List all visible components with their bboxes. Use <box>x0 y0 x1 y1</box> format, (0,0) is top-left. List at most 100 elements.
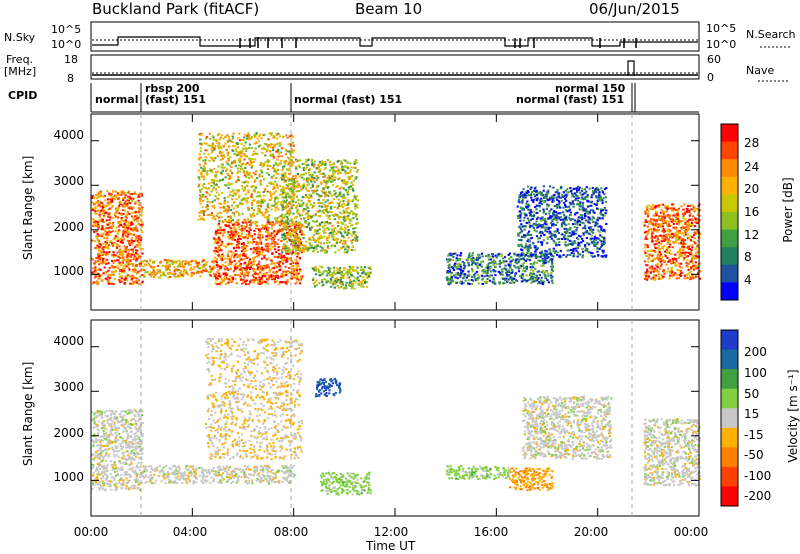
heatmap-cell <box>237 167 240 170</box>
heatmap-cell <box>487 258 491 261</box>
heatmap-cell <box>125 260 128 263</box>
heatmap-cell <box>233 266 237 269</box>
heatmap-cell <box>106 204 109 207</box>
heatmap-cell <box>550 269 553 272</box>
heatmap-cell <box>315 247 318 250</box>
heatmap-cell <box>318 209 321 212</box>
heatmap-cell <box>236 143 239 146</box>
heatmap-cell <box>139 263 142 266</box>
heatmap-cell <box>241 247 244 250</box>
heatmap-cell <box>256 279 259 281</box>
heatmap-cell <box>287 183 290 186</box>
heatmap-cell <box>524 194 527 197</box>
heatmap-cell <box>528 274 531 277</box>
heatmap-cell <box>260 277 263 280</box>
heatmap-cell <box>340 226 343 229</box>
heatmap-cell <box>241 269 244 272</box>
heatmap-cell <box>231 254 234 257</box>
heatmap-cell <box>132 206 135 209</box>
heatmap-cell <box>324 206 327 209</box>
heatmap-cell <box>127 266 130 269</box>
velocity-cb-tick: 50 <box>744 387 760 401</box>
heatmap-cell <box>241 167 244 170</box>
heatmap-cell <box>133 246 136 249</box>
heatmap-cell <box>189 263 192 266</box>
heatmap-cell <box>220 255 224 258</box>
heatmap-cell <box>125 234 128 237</box>
heatmap-cell <box>218 142 221 145</box>
heatmap-cell <box>241 181 244 184</box>
heatmap-cell <box>174 272 177 275</box>
heatmap-cell <box>122 265 125 268</box>
heatmap-cell <box>262 280 265 283</box>
heatmap-cell <box>227 151 230 154</box>
heatmap-cell <box>258 191 261 194</box>
heatmap-cell <box>342 218 345 221</box>
heatmap-cell <box>310 239 313 242</box>
heatmap-cell <box>463 262 466 265</box>
heatmap-cell <box>333 239 337 241</box>
heatmap-cell <box>247 271 250 274</box>
heatmap-cell <box>126 236 129 239</box>
heatmap-cell <box>502 257 505 260</box>
heatmap-cell <box>297 265 300 268</box>
heatmap-cell <box>227 257 230 260</box>
heatmap-cell <box>101 218 104 221</box>
heatmap-cell <box>274 206 277 209</box>
heatmap-cell <box>489 262 492 265</box>
heatmap-cell <box>596 246 599 249</box>
heatmap-cell <box>100 274 103 277</box>
heatmap-cell <box>554 224 557 226</box>
heatmap-cell <box>549 196 552 199</box>
heatmap-cell <box>581 190 584 192</box>
heatmap-cell <box>340 212 344 215</box>
heatmap-cell <box>470 267 474 270</box>
heatmap-cell <box>277 216 280 219</box>
heatmap-cell <box>112 253 115 256</box>
heatmap-cell <box>104 230 107 233</box>
heatmap-cell <box>581 206 584 209</box>
heatmap-cell <box>313 202 316 204</box>
heatmap-cell <box>114 212 117 215</box>
heatmap-cell <box>264 267 267 270</box>
heatmap-cell <box>544 259 547 262</box>
heatmap-cell <box>283 243 286 246</box>
heatmap-cell <box>233 200 236 203</box>
heatmap-cell <box>274 198 277 201</box>
heatmap-cell <box>310 174 313 176</box>
heatmap-cell <box>287 252 290 255</box>
heatmap-cell <box>320 274 323 276</box>
heatmap-cell <box>249 279 252 282</box>
heatmap-cell <box>311 173 314 176</box>
heatmap-cell <box>140 208 144 211</box>
heatmap-cell <box>530 199 533 202</box>
heatmap-cell <box>94 210 97 213</box>
heatmap-cell <box>341 228 344 231</box>
heatmap-cell <box>131 283 134 286</box>
heatmap-cell <box>354 166 357 169</box>
heatmap-cell <box>511 281 514 284</box>
heatmap-cell <box>211 260 214 263</box>
heatmap-cell <box>572 247 575 250</box>
heatmap-cell <box>215 176 218 179</box>
heatmap-cell <box>501 277 504 280</box>
heatmap-cell <box>134 201 137 204</box>
heatmap-cell <box>260 169 263 172</box>
heatmap-cell <box>198 263 201 266</box>
heatmap-cell <box>543 210 546 212</box>
heatmap-cell <box>276 137 279 140</box>
heatmap-cell <box>530 196 533 199</box>
heatmap-cell <box>487 255 490 258</box>
heatmap-cell <box>294 224 297 227</box>
heatmap-cell <box>257 269 260 271</box>
heatmap-cell <box>245 225 248 228</box>
heatmap-cell <box>298 257 301 260</box>
heatmap-cell <box>505 273 509 276</box>
heatmap-cell <box>227 181 230 184</box>
heatmap-cell <box>517 267 520 270</box>
heatmap-cell <box>336 284 339 287</box>
heatmap-cell <box>513 264 516 267</box>
heatmap-cell <box>135 228 139 231</box>
heatmap-cell <box>247 138 250 141</box>
heatmap-cell <box>541 283 544 286</box>
